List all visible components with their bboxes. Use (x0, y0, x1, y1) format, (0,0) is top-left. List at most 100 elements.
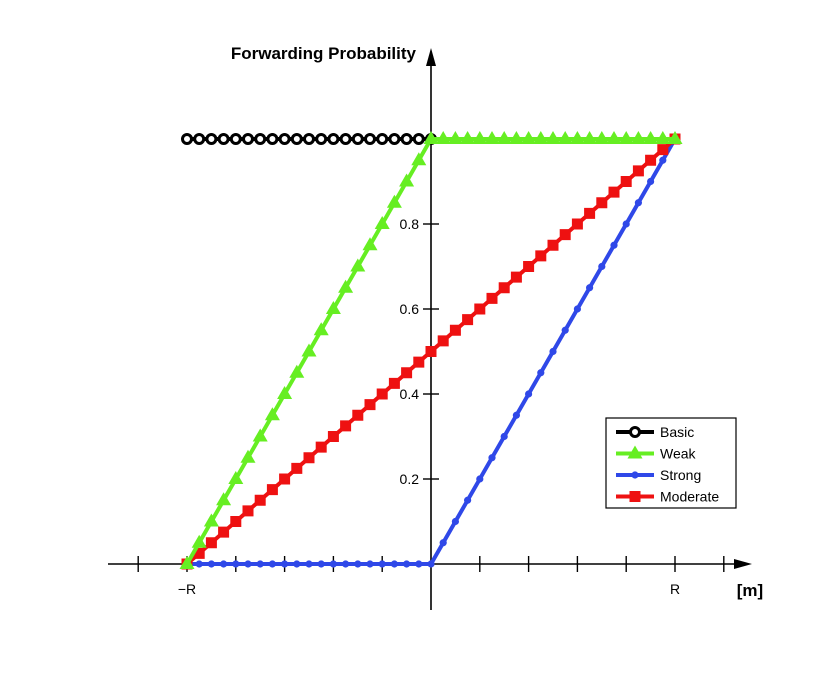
data-point-strong (390, 560, 398, 568)
data-point-moderate (279, 473, 291, 485)
series-strong (183, 135, 679, 568)
legend: Basic Weak Strong Moderate (605, 417, 737, 509)
data-point-strong (244, 560, 252, 568)
y-tick-label: 0.4 (400, 386, 420, 402)
data-point-moderate (364, 399, 376, 411)
data-point-moderate (425, 346, 437, 357)
data-point-moderate (315, 441, 327, 453)
data-point-moderate (596, 197, 608, 209)
data-point-basic (303, 133, 315, 145)
data-point-weak (508, 131, 524, 144)
data-point-weak (264, 407, 280, 421)
data-point-weak (618, 131, 634, 144)
data-point-weak (362, 237, 378, 251)
data-point-moderate (620, 176, 632, 187)
data-point-basic (376, 133, 389, 145)
data-point-strong (403, 560, 411, 568)
data-point-strong (329, 560, 337, 568)
data-point-strong (439, 539, 447, 547)
data-point-basic (205, 133, 218, 145)
data-point-strong (378, 560, 386, 568)
data-point-moderate (632, 165, 644, 177)
legend-marker-strong (631, 471, 639, 479)
data-point-strong (354, 560, 362, 568)
data-point-weak (179, 556, 195, 569)
data-point-strong (427, 560, 435, 568)
data-point-weak (350, 258, 366, 272)
data-point-moderate (474, 303, 486, 315)
data-point-strong (549, 347, 557, 356)
data-point-strong (561, 326, 569, 334)
data-point-weak (399, 173, 415, 187)
data-point-strong (610, 241, 618, 249)
data-point-strong (464, 496, 472, 504)
data-point-weak (484, 131, 500, 144)
data-point-moderate (352, 409, 364, 421)
series-moderate (181, 133, 681, 570)
data-point-basic (217, 133, 230, 145)
data-point-moderate (657, 144, 669, 156)
data-point-basic (181, 133, 193, 145)
data-point-weak (386, 194, 402, 208)
y-axis-arrow (426, 48, 436, 66)
data-point-strong (586, 284, 594, 292)
data-point-weak (228, 471, 244, 484)
data-point-moderate (462, 314, 474, 326)
data-point-moderate (498, 282, 510, 294)
data-point-strong (317, 560, 325, 568)
data-point-weak (203, 513, 219, 527)
data-point-strong (488, 454, 496, 462)
data-point-strong (476, 475, 484, 483)
data-point-moderate (254, 494, 266, 506)
legend-label-moderate: Moderate (660, 489, 719, 505)
data-point-weak (216, 492, 232, 506)
data-point-weak (252, 428, 268, 442)
data-point-weak (325, 301, 341, 314)
data-point-strong (512, 411, 521, 419)
data-point-moderate (218, 526, 230, 538)
data-point-strong (634, 199, 643, 207)
data-point-weak (289, 364, 305, 378)
data-point-moderate (645, 154, 657, 166)
data-point-weak (655, 131, 671, 144)
data-point-strong (622, 220, 630, 228)
data-point-basic (364, 133, 376, 145)
data-point-moderate (340, 420, 352, 432)
data-point-moderate (559, 229, 571, 241)
data-point-weak (277, 386, 293, 399)
data-point-weak (374, 216, 390, 229)
data-point-weak (557, 131, 573, 144)
data-point-weak (472, 131, 488, 144)
y-axis-title: Forwarding Probability (231, 44, 417, 63)
x-axis-title: [m] (737, 581, 763, 600)
data-point-basic (351, 133, 364, 145)
data-point-basic (266, 133, 279, 145)
data-point-strong (232, 560, 240, 568)
data-point-weak (594, 131, 610, 144)
data-point-moderate (571, 218, 583, 230)
data-point-moderate (510, 271, 522, 283)
x-tick-label: −R (178, 581, 196, 597)
data-point-basic (400, 133, 413, 145)
data-point-weak (460, 131, 476, 144)
data-point-basic (242, 133, 254, 145)
data-point-strong (293, 560, 301, 568)
data-point-moderate (376, 388, 388, 400)
series-layer (179, 131, 683, 570)
x-tick-label: R (670, 581, 680, 597)
data-point-moderate (230, 516, 242, 527)
data-point-basic (290, 133, 303, 145)
data-point-weak (643, 131, 659, 144)
y-tick-label: 0.6 (400, 301, 420, 317)
data-point-basic (327, 133, 340, 145)
data-point-strong (305, 560, 313, 568)
data-point-moderate (584, 207, 596, 219)
data-point-moderate (547, 239, 559, 251)
data-point-moderate (291, 462, 303, 474)
legend-marker-weak (627, 445, 643, 459)
legend-label-strong: Strong (660, 467, 701, 483)
data-point-moderate (303, 452, 315, 464)
data-point-weak (630, 131, 646, 144)
legend-label-basic: Basic (660, 424, 694, 440)
data-point-moderate (486, 292, 498, 304)
